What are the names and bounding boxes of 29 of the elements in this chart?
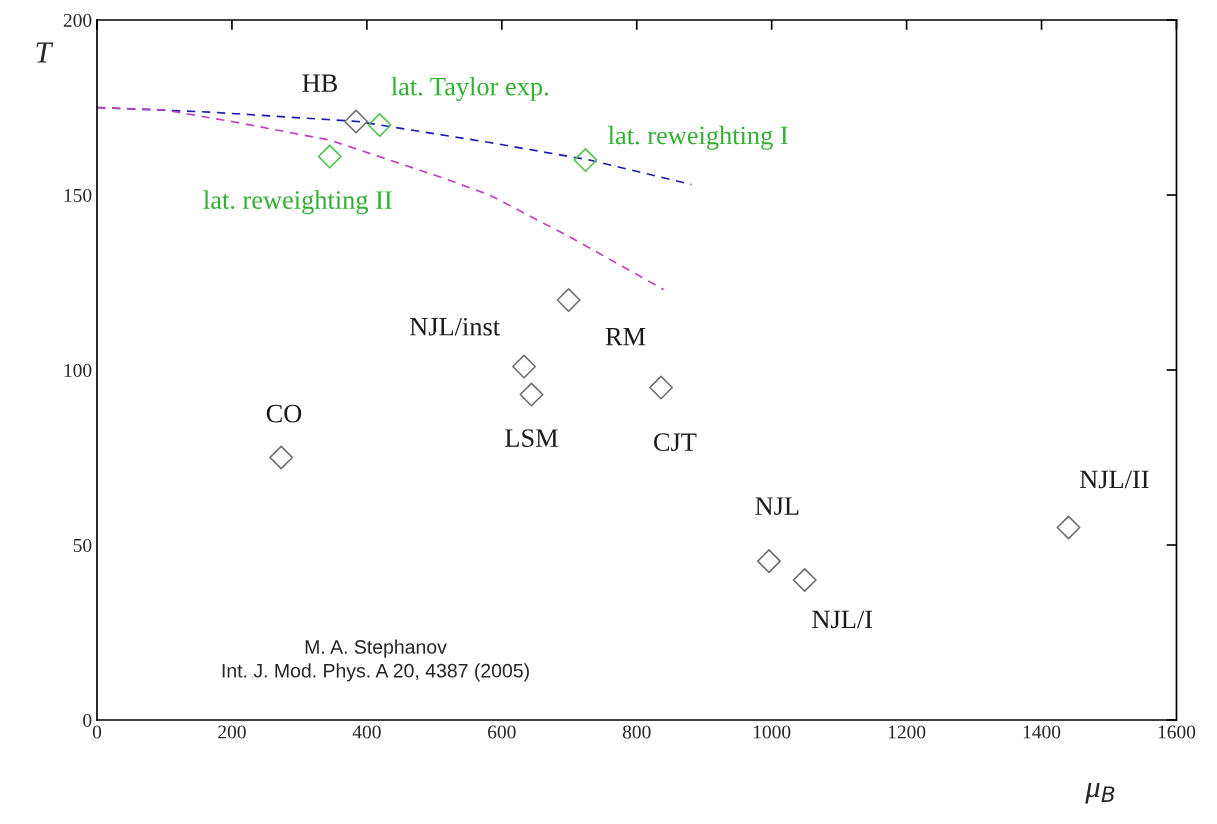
y-axis-title: T — [36, 42, 54, 63]
annotation: NJL — [755, 497, 799, 515]
annotation: RM — [605, 327, 646, 346]
annotation: NJL/inst — [409, 317, 500, 336]
annotation: CO — [266, 404, 302, 423]
y-tick-label: 150 — [64, 188, 92, 202]
x-tick-label: 1200 — [888, 725, 926, 739]
annotation: NJL/I — [812, 610, 873, 629]
annotation: lat. reweighting II — [203, 190, 392, 215]
x-tick-label: 1400 — [1023, 725, 1061, 739]
x-tick-label: 800 — [622, 725, 651, 739]
annotation: lat. reweighting I — [608, 125, 788, 150]
y-tick-label: 200 — [63, 13, 92, 27]
y-tick-label: 0 — [83, 713, 92, 727]
annotation: lat. Taylor exp. — [391, 76, 548, 101]
x-tick-label: 1600 — [1158, 725, 1196, 739]
x-tick-label: 1000 — [753, 725, 791, 739]
x-tick-label: 0 — [92, 725, 102, 739]
annotation: LSM — [505, 429, 558, 447]
annotation: CJT — [654, 433, 697, 452]
y-tick-label: 50 — [73, 538, 92, 552]
x-tick-label: 400 — [352, 725, 381, 739]
annotation: NJL/II — [1079, 470, 1149, 489]
x-tick-label: 200 — [218, 725, 246, 739]
y-tick-label: 100 — [64, 363, 92, 377]
annotation: HB — [302, 74, 337, 92]
x-axis-title: μ$_{B}$ — [1085, 782, 1115, 804]
annotation: M. A. Stephanov Int. J. Mod. Phys. A 20, 4387 (2005) — [222, 639, 529, 682]
x-tick-label: 600 — [488, 725, 516, 739]
